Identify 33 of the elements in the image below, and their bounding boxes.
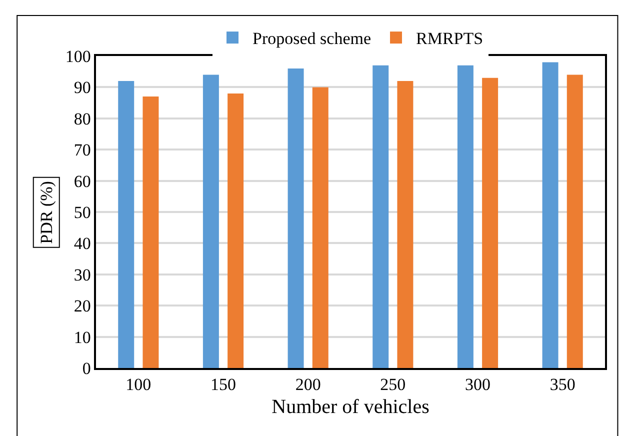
x-axis-title: Number of vehicles [272, 396, 430, 418]
x-tick-label: 100 [126, 375, 152, 394]
bar [118, 80, 134, 368]
x-tick-label: 300 [465, 375, 490, 394]
x-tick-label: 200 [295, 375, 321, 394]
bar [542, 62, 558, 368]
y-tick-label: 20 [74, 296, 91, 316]
y-tick-label: 0 [82, 358, 91, 378]
bar [372, 65, 389, 368]
y-tick-label: 100 [65, 46, 91, 66]
legend-label: Proposed scheme [252, 29, 372, 48]
y-tick-label: 70 [74, 140, 91, 160]
bar [202, 74, 219, 368]
y-tick-label: 90 [74, 78, 91, 98]
bar [288, 68, 304, 368]
x-tick-label: 250 [380, 375, 406, 394]
y-tick-label: 80 [74, 109, 91, 128]
bar [142, 96, 159, 368]
bar [397, 80, 414, 368]
bar [566, 74, 583, 368]
y-axis-title: PDR (%) [36, 181, 56, 244]
x-tick-label: 350 [550, 375, 576, 394]
x-tick-label: 150 [210, 375, 236, 394]
bar [228, 93, 244, 368]
y-tick-label: 40 [74, 234, 91, 254]
y-tick-label: 10 [74, 328, 91, 347]
y-tick-label: 30 [74, 265, 91, 284]
bar [482, 78, 498, 368]
bar [312, 87, 328, 368]
bar [457, 65, 474, 368]
y-tick-label: 50 [74, 202, 91, 222]
legend-label: RMRPTS [416, 29, 484, 48]
y-tick-label: 60 [74, 172, 91, 191]
